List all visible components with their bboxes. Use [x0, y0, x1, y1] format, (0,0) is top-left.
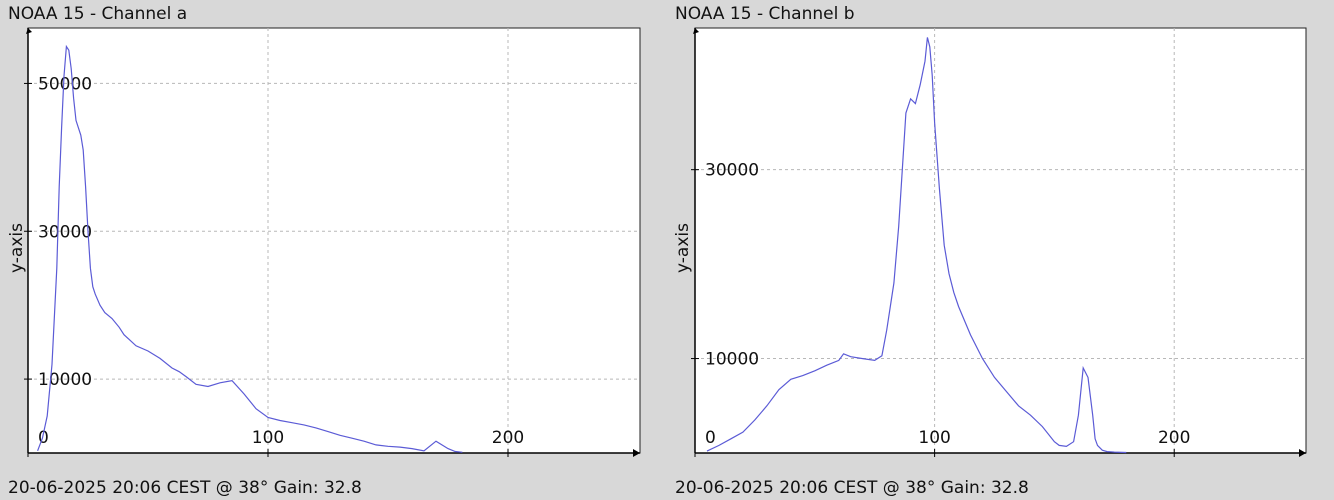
series-line — [37, 44, 463, 453]
x-axis-arrow — [633, 449, 640, 457]
y-axis-arrow — [693, 28, 699, 34]
series-line — [706, 37, 1127, 454]
y-tick-label: 10000 — [38, 370, 92, 390]
chart-footer: 20-06-2025 20:06 CEST @ 38° Gain: 32.8 — [675, 478, 1029, 498]
plot-area — [27, 27, 641, 454]
chart-title: NOAA 15 - Channel a — [8, 4, 187, 24]
chart-panel-1: 0 100 200 10000 30000 50000 NOAA 15 - Channel … — [7, 4, 641, 498]
x-axis-arrow — [1299, 449, 1306, 457]
x-tick-label: 100 — [918, 428, 950, 448]
x-tick-label: 100 — [252, 428, 284, 448]
y-tick-label: 10000 — [705, 350, 759, 370]
chart-title: NOAA 15 - Channel b — [675, 4, 855, 24]
y-axis-label: y-axis — [673, 223, 693, 273]
x-tick-label: 0 — [38, 428, 49, 448]
y-tick-label: 30000 — [38, 222, 92, 242]
chart-footer: 20-06-2025 20:06 CEST @ 38° Gain: 32.8 — [8, 478, 362, 498]
x-tick-label: 200 — [492, 428, 524, 448]
x-tick-label: 200 — [1158, 428, 1190, 448]
x-tick-label: 0 — [705, 428, 716, 448]
y-tick-label: 30000 — [705, 161, 759, 181]
plot-area — [694, 27, 1307, 454]
y-tick-label: 50000 — [38, 74, 92, 94]
y-axis-arrow — [26, 28, 32, 34]
y-axis-label: y-axis — [7, 223, 27, 273]
chart-panel-2: 0 100 200 10000 30000 NOAA 15 - Channel b y-ax… — [673, 4, 1307, 498]
